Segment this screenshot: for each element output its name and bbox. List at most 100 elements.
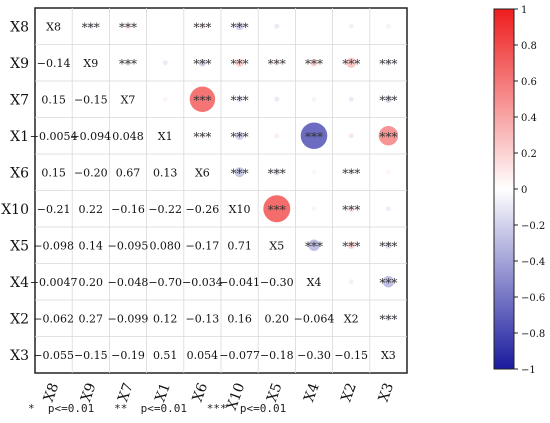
y-tick-label: X6 (10, 165, 29, 181)
correlation-circle (347, 241, 356, 250)
y-tick-label: X9 (10, 56, 29, 72)
x-tick-label: X2 (338, 381, 359, 404)
coefficient-label: 0.27 (79, 312, 104, 325)
correlation-circle (348, 96, 354, 102)
significance-stars: *** (268, 203, 286, 217)
coefficient-label: −0.094 (70, 130, 111, 143)
significance-stars: *** (379, 276, 397, 290)
coefficient-label: 0.20 (265, 312, 290, 325)
coefficient-label: −0.064 (294, 312, 335, 325)
coefficient-label: 0.080 (149, 239, 181, 252)
coefficient-label: −0.077 (219, 349, 260, 362)
significance-stars: *** (119, 57, 137, 71)
y-tick-label: X7 (10, 92, 29, 108)
correlation-circle (274, 133, 280, 139)
correlation-circle (348, 23, 354, 29)
correlation-circle (348, 205, 355, 212)
diagonal-label: X2 (344, 312, 359, 325)
correlation-circle (348, 133, 354, 139)
correlation-circle (235, 131, 244, 140)
diagonal-label: X6 (195, 166, 210, 179)
diagonal-label: X3 (381, 349, 396, 362)
coefficient-label: 0.16 (227, 312, 252, 325)
coefficient-label: −0.034 (182, 276, 223, 289)
significance-stars: *** (342, 57, 360, 71)
significance-stars: *** (193, 57, 211, 71)
coefficient-label: −0.30 (260, 276, 294, 289)
correlation-circle (311, 206, 317, 212)
colorbar-tick-label: 0.8 (521, 41, 537, 52)
significance-stars: *** (305, 57, 323, 71)
coefficient-label: 0.22 (79, 203, 104, 216)
x-tick-label: X1 (152, 381, 173, 404)
correlation-circle (300, 122, 328, 150)
diagonal-label: X7 (121, 93, 136, 106)
correlation-circle (308, 239, 320, 251)
colorbar-gradient (493, 8, 515, 370)
significance-stars: *** (82, 20, 100, 34)
correlation-circle (385, 169, 391, 175)
diagonal-label: X5 (269, 239, 284, 252)
correlation-circle (385, 59, 392, 66)
heatmap-grid (34, 7, 408, 374)
significance-stars: *** (379, 312, 397, 326)
coefficient-label: 0.51 (153, 349, 178, 362)
correlation-circle (311, 96, 317, 102)
correlation-circle (310, 58, 318, 67)
correlation-circle (274, 23, 280, 29)
correlation-circle (234, 167, 245, 178)
correlation-circle (263, 195, 291, 223)
coefficient-label: −0.70 (148, 276, 182, 289)
correlation-circle (199, 133, 205, 139)
correlation-circle (348, 169, 354, 175)
significance-footnote: * p<=0.01 ** p<=0.01 *** p<=0.01 (28, 402, 287, 415)
coefficient-label: −0.098 (33, 239, 74, 252)
diagonal-label: X9 (83, 57, 98, 70)
correlation-circle (199, 23, 206, 30)
coefficient-label: 0.14 (79, 239, 104, 252)
heatmap-cells: X8 *** *** *** *** −0.14 X9 *** *** *** *** *** *** *… (30, 20, 399, 362)
coefficient-label: 0.67 (116, 166, 141, 179)
coefficient-label: 0.15 (41, 166, 66, 179)
y-tick-label: X1 (10, 129, 29, 145)
correlation-circle (88, 23, 94, 29)
colorbar-tick-label: 0 (521, 185, 527, 196)
x-tick-label: X7 (115, 381, 136, 404)
correlation-circle (384, 95, 393, 103)
x-tick-label: X5 (264, 381, 285, 404)
coefficient-label: −0.15 (74, 349, 108, 362)
diagonal-label: X8 (46, 20, 61, 33)
correlation-circle (162, 23, 168, 29)
y-tick-label: X3 (10, 348, 29, 364)
correlation-circle (378, 126, 399, 146)
colorbar: 1 0.8 0.6 0.4 0.2 0 −0.2 −0.4 −0.6 −0.8 −1 (493, 5, 545, 376)
coefficient-label: 0.15 (41, 93, 66, 106)
significance-stars: *** (119, 20, 137, 34)
correlation-circle (235, 22, 244, 31)
y-tick-label: X4 (10, 275, 29, 291)
correlation-circle (346, 57, 357, 68)
significance-stars: *** (193, 93, 211, 107)
coefficient-label: −0.18 (260, 349, 294, 362)
coefficient-label: −0.16 (111, 203, 145, 216)
significance-stars: *** (268, 166, 286, 180)
coefficient-label: −0.0054 (30, 130, 78, 143)
y-tick-label: X8 (10, 19, 29, 35)
correlation-circle (235, 58, 244, 67)
x-tick-label: X8 (41, 381, 62, 404)
coefficient-label: −0.22 (148, 203, 182, 216)
correlation-circle (125, 23, 131, 30)
significance-stars: *** (193, 130, 211, 144)
coefficient-label: −0.26 (186, 203, 220, 216)
significance-stars: *** (231, 20, 249, 34)
diagonal-label: X1 (158, 130, 173, 143)
coefficient-label: −0.041 (219, 276, 260, 289)
coefficient-label: 0.71 (227, 239, 252, 252)
coefficient-label: −0.15 (74, 93, 108, 106)
correlation-circle (385, 23, 391, 29)
colorbar-tick-label: −0.6 (521, 293, 545, 304)
coefficient-label: 0.054 (187, 349, 219, 362)
x-tick-label: X3 (376, 381, 397, 404)
significance-stars: *** (193, 20, 211, 34)
